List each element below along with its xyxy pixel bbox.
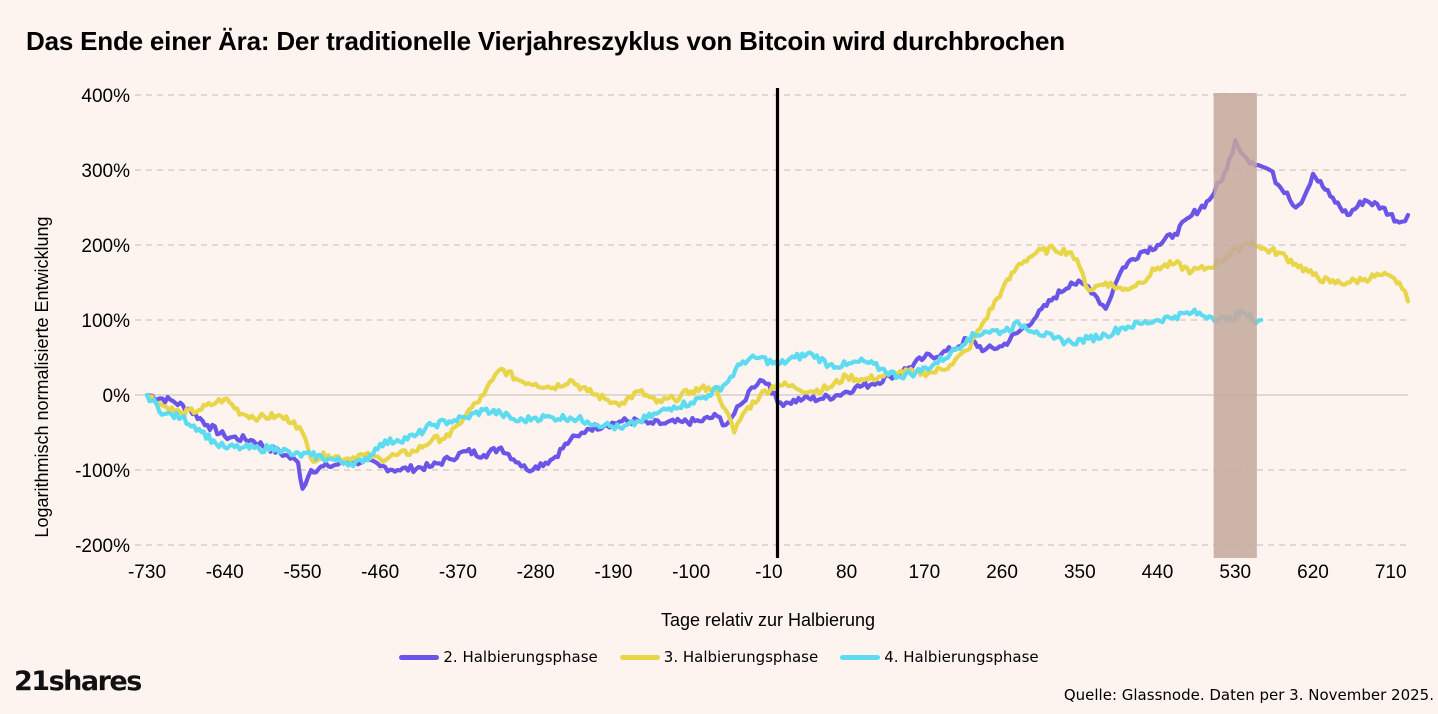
x-tick-label: -550 bbox=[283, 562, 321, 583]
legend-label-series-2: 2. Halbierungsphase bbox=[443, 648, 598, 666]
source-note: Quelle: Glassnode. Daten per 3. November… bbox=[1063, 686, 1434, 704]
x-tick-label: -100 bbox=[672, 562, 710, 583]
x-tick-label: -460 bbox=[361, 562, 399, 583]
legend-swatch-series-4 bbox=[840, 654, 881, 660]
y-tick-label: 400% bbox=[81, 86, 130, 107]
legend-item-series-3[interactable]: 3. Halbierungsphase bbox=[619, 648, 819, 666]
y-axis-title: Logarithmisch normalisierte Entwicklung bbox=[32, 216, 52, 537]
x-tick-label: -640 bbox=[206, 562, 244, 583]
tick-labels: -200% -100% 0% 100% 200% 300% 400% -730 -640 -550… bbox=[75, 86, 1406, 583]
x-tick-label: 440 bbox=[1142, 562, 1174, 583]
x-tick-label: -10 bbox=[755, 562, 782, 583]
shaded-region bbox=[1213, 93, 1257, 558]
x-tick-label: -190 bbox=[594, 562, 632, 583]
x-tick-label: -730 bbox=[128, 562, 166, 583]
legend-item-series-4[interactable]: 4. Halbierungsphase bbox=[840, 648, 1039, 666]
x-tick-label: 260 bbox=[986, 562, 1018, 583]
y-tick-label: -100% bbox=[75, 461, 130, 482]
legend-item-series-2[interactable]: 2. Halbierungsphase bbox=[399, 648, 598, 666]
x-axis-title: Tage relativ zur Halbierung bbox=[661, 610, 875, 630]
legend-label-series-3: 3. Halbierungsphase bbox=[663, 648, 819, 666]
x-tick-label: 530 bbox=[1219, 562, 1251, 583]
y-tick-label: 200% bbox=[81, 236, 130, 257]
y-tick-label: 0% bbox=[103, 386, 131, 407]
x-tick-label: 710 bbox=[1375, 562, 1407, 583]
brand-logo: 21shares bbox=[14, 666, 142, 697]
series-line-4[interactable] bbox=[144, 307, 1264, 469]
legend-swatch-series-3 bbox=[619, 654, 660, 660]
x-tick-label: -370 bbox=[439, 562, 477, 583]
series-line-3[interactable] bbox=[144, 239, 1411, 464]
x-tick-label: 350 bbox=[1064, 562, 1096, 583]
y-tick-label: 300% bbox=[81, 161, 130, 182]
x-tick-label: 620 bbox=[1297, 562, 1329, 583]
x-tick-label: 170 bbox=[908, 562, 940, 583]
y-tick-label: -200% bbox=[75, 536, 130, 557]
chart-title: Das Ende einer Ära: Der traditionelle Vi… bbox=[26, 26, 1065, 56]
legend: 2. Halbierungsphase 3. Halbierungsphase … bbox=[0, 648, 1438, 666]
legend-label-series-4: 4. Halbierungsphase bbox=[884, 648, 1039, 666]
x-tick-label: -280 bbox=[517, 562, 555, 583]
x-tick-label: 80 bbox=[836, 562, 857, 583]
grid-lines bbox=[135, 94, 1408, 546]
y-tick-label: 100% bbox=[81, 311, 130, 332]
legend-swatch-series-2 bbox=[399, 654, 440, 660]
